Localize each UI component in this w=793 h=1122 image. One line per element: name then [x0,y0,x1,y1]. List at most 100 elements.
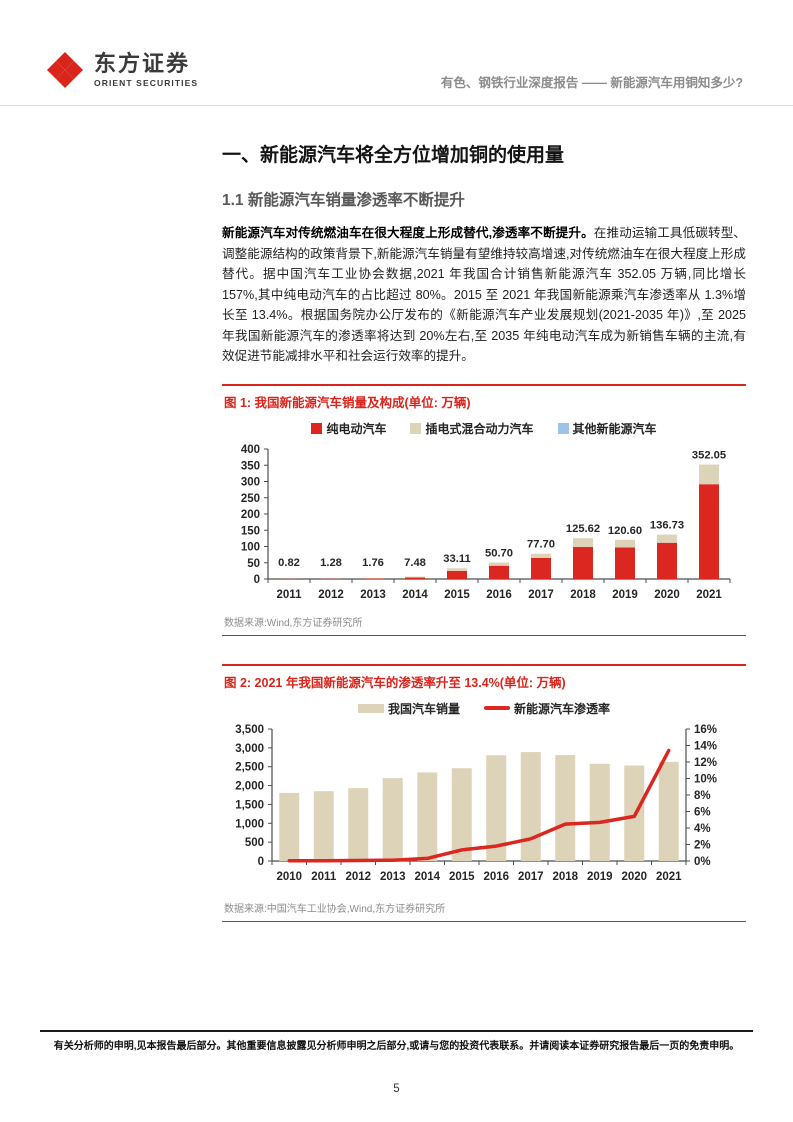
bar-segment [447,567,467,571]
figure-2-legend: 我国汽车销量 新能源汽车渗透率 [222,700,746,717]
left-axis-tick-label: 3,000 [235,742,264,754]
legend-label-other: 其他新能源汽车 [572,421,657,436]
footer-disclaimer: 有关分析师的申明,见本报告最后部分。其他重要信息披露见分析师申明之后部分,或请与… [40,1030,753,1052]
y-axis-tick-label: 0 [254,574,260,586]
right-axis-tick-label: 14% [694,740,717,752]
bar-segment [573,537,593,547]
bar-total-label: 1.28 [320,557,342,569]
figure-1-legend: 纯电动汽车 插电式混合动力汽车 其他新能源汽车 [222,420,746,437]
figure-2-source: 数据来源:中国汽车工业协会,Wind,东方证券研究所 [222,897,746,922]
sales-bar [486,754,507,861]
left-axis-tick-label: 1,500 [235,799,264,811]
bar-total-label: 1.76 [362,557,384,569]
legend-swatch-other-icon [557,422,569,434]
x-axis-category-label: 2018 [570,589,596,601]
penetration-line [287,748,671,863]
y-axis-tick-label: 50 [247,557,260,569]
body-paragraph: 新能源汽车对传统燃油车在很大程度上形成替代,渗透率不断提升。在推动运输工具低碳转… [222,223,746,367]
sales-bar [417,772,438,861]
figure-1-source: 数据来源:Wind,东方证券研究所 [222,611,746,636]
bar-total-label: 136.73 [650,519,684,531]
x-axis-category-label: 2012 [318,589,344,601]
paragraph-lead: 新能源汽车对传统燃油车在很大程度上形成替代,渗透率不断提升。 [222,226,594,240]
left-axis-tick-label: 1,000 [235,818,264,830]
bar-segment [699,464,719,484]
legend-item-phev: 插电式混合动力汽车 [410,420,534,437]
x-axis-category-label: 2020 [621,871,647,883]
legend-label-phev: 插电式混合动力汽车 [425,421,534,436]
x-axis-category-label: 2011 [311,871,337,883]
page-number: 5 [393,1083,400,1095]
x-axis-category-label: 2015 [449,871,475,883]
x-axis-category-label: 2014 [402,589,428,601]
x-axis-category-label: 2019 [587,871,613,883]
right-axis-tick-label: 10% [694,773,717,785]
bar-total-label: 33.11 [443,553,470,565]
nev-sales-composition-chart: 0 50 100 150 200 250 300 350 400 0.82 2011 1.28 2012… [222,439,746,611]
left-axis-tick-label: 2,500 [235,761,264,773]
section-title: 一、新能源汽车将全方位增加铜的使用量 [222,145,565,166]
right-axis-tick-label: 8% [694,790,711,802]
figure-2-title: 图 2: 2021 年我国新能源汽车的渗透率升至 13.4%(单位: 万辆) [224,675,566,690]
orient-securities-logo: 东方证券 ORIENT SECURITIES [45,50,198,90]
sales-bar [382,777,403,861]
legend-item-other: 其他新能源汽车 [557,420,657,437]
left-axis-tick-label: 3,500 [235,724,264,736]
legend-swatch-auto-sales-icon [357,703,384,713]
legend-swatch-penetration-line-icon [484,706,510,711]
bar-total-label: 0.82 [278,557,300,569]
sales-bar [451,767,472,861]
orient-securities-logo-icon [45,50,85,90]
x-axis-category-label: 2017 [518,871,544,883]
header-divider [0,105,793,106]
x-axis-category-label: 2013 [360,589,386,601]
bar-segment [531,553,551,558]
x-axis-category-label: 2011 [277,589,303,601]
y-axis-tick-label: 100 [241,541,260,553]
sales-bar [555,754,576,861]
bar-segment [489,565,509,579]
bar-segment [405,576,425,578]
right-axis-tick-label: 12% [694,757,717,769]
report-type-label: 有色、钢铁行业深度报告 —— 新能源汽车用铜知多少? [440,76,743,90]
paragraph-rest: 在推动运输工具低碳转型、调整能源结构的政策背景下,新能源汽车销量有望维持较高增速… [222,226,747,364]
bar-segment [405,577,425,579]
legend-label-penetration: 新能源汽车渗透率 [514,701,611,716]
bar-total-label: 50.70 [485,547,513,559]
main-content: 一、新能源汽车将全方位增加铜的使用量 1.1 新能源汽车销量渗透率不断提升 新能… [222,140,746,922]
bar-total-label: 120.60 [608,524,642,536]
y-axis-tick-label: 150 [241,525,260,537]
x-axis-category-label: 2013 [380,871,406,883]
sales-bar [520,751,541,861]
sales-bar [348,787,369,861]
left-axis-tick-label: 500 [245,837,264,849]
bar-segment [657,542,677,579]
right-axis-tick-label: 4% [694,823,711,835]
x-axis-category-label: 2021 [696,589,722,601]
figure-2: 图 2: 2021 年我国新能源汽车的渗透率升至 13.4%(单位: 万辆) 我… [222,663,746,922]
bar-total-label: 125.62 [566,523,600,535]
right-axis-tick-label: 0% [694,856,711,868]
bar-total-label: 77.70 [527,538,555,550]
figure-1-title: 图 1: 我国新能源汽车销量及构成(单位: 万辆) [224,395,471,410]
left-axis-tick-label: 0 [258,856,264,868]
sales-bar [313,790,334,861]
x-axis-category-label: 2017 [528,589,554,601]
x-axis-category-label: 2016 [486,589,512,601]
bar-segment [489,562,509,566]
legend-item-bev: 纯电动汽车 [311,420,386,437]
left-axis-tick-label: 2,000 [235,780,264,792]
right-axis-tick-label: 16% [694,724,717,736]
legend-label-auto-sales: 我国汽车销量 [387,701,460,716]
y-axis-tick-label: 350 [241,460,260,472]
sales-bar [589,763,610,861]
bar-total-label: 352.05 [692,449,726,461]
legend-item-penetration: 新能源汽车渗透率 [484,700,610,717]
sales-bar [279,792,300,861]
bar-segment [447,570,467,579]
bar-segment [573,546,593,579]
logo-text-cn: 东方证券 [94,50,191,76]
subsection-title: 1.1 新能源汽车销量渗透率不断提升 [222,192,465,209]
logo-text-en: ORIENT SECURITIES [94,77,199,88]
